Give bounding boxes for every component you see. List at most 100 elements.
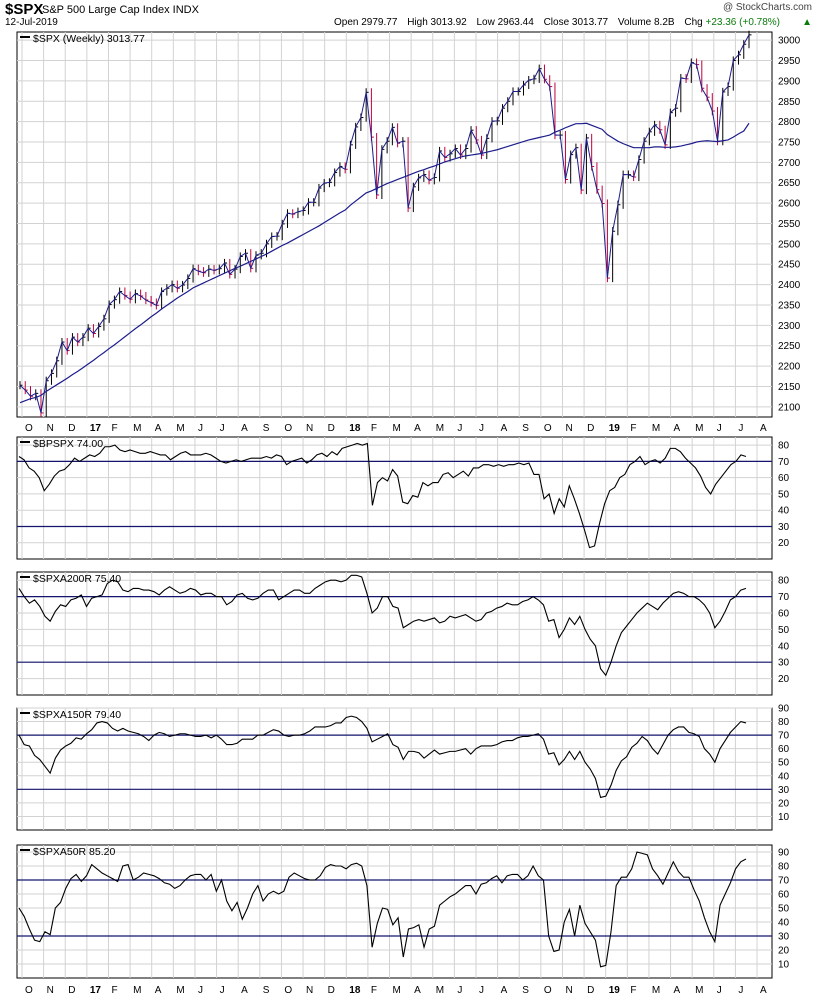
panel-legend: $SPXA200R 75.40 (33, 573, 121, 585)
panel-frame (16, 31, 773, 418)
x-month-label: F (111, 985, 117, 996)
y-tick-label: 60 (778, 744, 790, 755)
panel-frame (16, 707, 773, 831)
y-tick-label: 2700 (778, 158, 801, 169)
x-month-label: M (176, 423, 184, 434)
y-tick-label: 80 (778, 576, 790, 587)
chart-header: $SPX S&P 500 Large Cap Index INDX 12-Jul… (0, 0, 820, 32)
x-month-label: J (717, 985, 722, 996)
panel-legend: $SPXA50R 85.20 (33, 846, 115, 858)
y-tick-label: 60 (778, 890, 790, 901)
x-month-label: M (436, 985, 444, 996)
x-month-label: M (695, 423, 703, 434)
x-month-label: F (630, 985, 636, 996)
x-month-label: O (284, 423, 292, 434)
x-month-label: M (436, 423, 444, 434)
y-tick-label: 70 (778, 592, 790, 603)
x-month-label: F (371, 423, 377, 434)
x-month-label: 17 (90, 423, 102, 434)
open-label: Open (334, 17, 359, 28)
y-tick-label: 2350 (778, 300, 801, 311)
x-month-label: A (760, 985, 767, 996)
y-tick-label: 30 (778, 785, 790, 796)
x-month-label: N (565, 985, 572, 996)
y-tick-label: 2100 (778, 402, 801, 413)
chart-date: 12-Jul-2019 (5, 17, 58, 28)
x-month-label: J (220, 423, 225, 434)
y-tick-label: 2550 (778, 219, 801, 230)
y-tick-label: 2200 (778, 362, 801, 373)
close-value: 3013.77 (571, 17, 609, 28)
legend-swatch (20, 849, 30, 851)
moving-average-line (19, 122, 750, 404)
volume-value: 8.2B (654, 17, 675, 28)
y-tick-label: 50 (778, 625, 790, 636)
legend-swatch (20, 576, 30, 578)
x-month-label: N (306, 423, 313, 434)
y-tick-label: 30 (778, 522, 790, 533)
x-month-label: D (68, 985, 75, 996)
open-value: 2979.77 (361, 17, 398, 28)
panel-frame (16, 844, 773, 979)
x-month-label: N (306, 985, 313, 996)
y-tick-label: 2750 (778, 138, 801, 149)
x-month-label: J (479, 985, 484, 996)
x-month-label: A (501, 985, 508, 996)
x-month-label: A (674, 985, 681, 996)
indicator-line (18, 715, 747, 799)
y-tick-label: 30 (778, 658, 790, 669)
x-month-label: J (457, 423, 462, 434)
x-month-label: S (263, 985, 270, 996)
legend-swatch (20, 712, 30, 714)
x-month-label: S (263, 423, 270, 434)
indicator-line (18, 442, 747, 549)
legend-swatch (20, 441, 30, 443)
x-month-label: M (652, 985, 660, 996)
x-month-label: A (155, 985, 162, 996)
x-month-label: F (371, 985, 377, 996)
close-label: Close (543, 17, 570, 28)
ticker-symbol: $SPX (5, 1, 44, 18)
x-month-label: D (587, 423, 594, 434)
x-month-label: S (522, 985, 529, 996)
y-tick-label: 20 (778, 946, 790, 957)
security-name: S&P 500 Large Cap Index INDX (42, 4, 199, 16)
y-tick-label: 60 (778, 609, 790, 620)
panel-frame (16, 571, 773, 696)
y-tick-label: 10 (778, 812, 790, 823)
x-month-label: M (176, 985, 184, 996)
y-tick-label: 20 (778, 798, 790, 809)
x-month-label: O (25, 423, 33, 434)
x-month-label: A (674, 423, 681, 434)
x-month-label: A (501, 423, 508, 434)
y-tick-label: 90 (778, 848, 790, 859)
x-month-label: M (133, 985, 141, 996)
x-month-label: M (393, 423, 401, 434)
high-value: 3013.92 (430, 17, 467, 28)
x-month-label: A (241, 985, 248, 996)
y-tick-label: 30 (778, 932, 790, 943)
x-month-label: N (47, 423, 54, 434)
x-month-label: S (522, 423, 529, 434)
x-month-label: D (587, 985, 594, 996)
x-month-label: J (220, 985, 225, 996)
y-tick-label: 80 (778, 717, 790, 728)
y-tick-label: 50 (778, 489, 790, 500)
panel-legend: $SPXA150R 79.40 (33, 709, 121, 721)
x-month-label: O (284, 985, 292, 996)
y-tick-label: 2900 (778, 76, 801, 87)
y-tick-label: 2950 (778, 56, 801, 67)
low-value: 2963.44 (497, 17, 534, 28)
y-tick-label: 2500 (778, 239, 801, 250)
x-month-label: A (155, 423, 162, 434)
x-month-label: M (133, 423, 141, 434)
y-tick-label: 40 (778, 918, 790, 929)
y-tick-label: 40 (778, 771, 790, 782)
x-month-label: J (457, 985, 462, 996)
y-tick-label: 80 (778, 862, 790, 873)
x-month-label: 19 (609, 423, 621, 434)
brand-watermark: @ StockCharts.com (722, 2, 812, 13)
y-tick-label: 10 (778, 960, 790, 971)
x-month-label: O (544, 985, 552, 996)
x-month-label: N (565, 423, 572, 434)
